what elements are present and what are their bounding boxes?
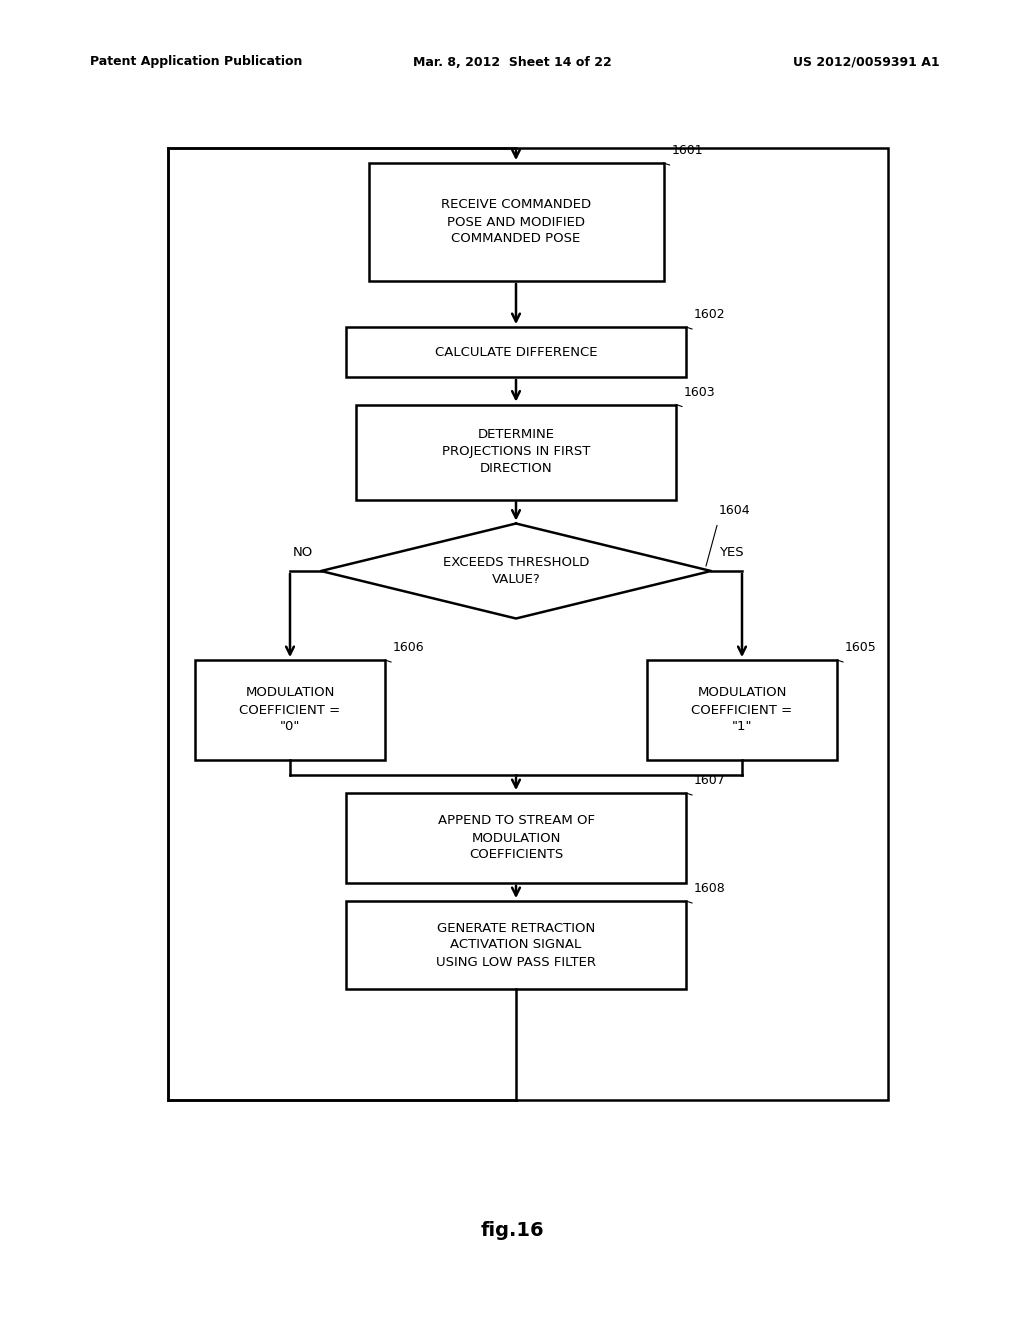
Text: 1601: 1601 [672, 144, 703, 157]
Text: Mar. 8, 2012  Sheet 14 of 22: Mar. 8, 2012 Sheet 14 of 22 [413, 55, 611, 69]
Text: US 2012/0059391 A1: US 2012/0059391 A1 [794, 55, 940, 69]
Text: MODULATION
COEFFICIENT =
"0": MODULATION COEFFICIENT = "0" [240, 686, 341, 734]
Text: 1603: 1603 [684, 385, 716, 399]
Text: APPEND TO STREAM OF
MODULATION
COEFFICIENTS: APPEND TO STREAM OF MODULATION COEFFICIE… [437, 814, 595, 862]
Bar [369, 162, 664, 281]
Text: 1608: 1608 [694, 882, 726, 895]
Text: fig.16: fig.16 [480, 1221, 544, 1239]
Text: DETERMINE
PROJECTIONS IN FIRST
DIRECTION: DETERMINE PROJECTIONS IN FIRST DIRECTION [441, 429, 590, 475]
Text: 1605: 1605 [845, 642, 877, 653]
Text: Patent Application Publication: Patent Application Publication [90, 55, 302, 69]
Bar [346, 902, 686, 989]
Bar [195, 660, 385, 760]
Bar [346, 327, 686, 378]
Bar [168, 148, 888, 1100]
Bar [647, 660, 837, 760]
Text: 1602: 1602 [694, 308, 726, 321]
Text: YES: YES [719, 546, 743, 558]
Text: RECEIVE COMMANDED
POSE AND MODIFIED
COMMANDED POSE: RECEIVE COMMANDED POSE AND MODIFIED COMM… [441, 198, 591, 246]
Text: CALCULATE DIFFERENCE: CALCULATE DIFFERENCE [435, 346, 597, 359]
Text: 1604: 1604 [719, 504, 751, 517]
Bar [346, 793, 686, 883]
Bar [356, 404, 676, 499]
Text: 1607: 1607 [694, 774, 726, 787]
Text: MODULATION
COEFFICIENT =
"1": MODULATION COEFFICIENT = "1" [691, 686, 793, 734]
Text: GENERATE RETRACTION
ACTIVATION SIGNAL
USING LOW PASS FILTER: GENERATE RETRACTION ACTIVATION SIGNAL US… [436, 921, 596, 969]
Text: EXCEEDS THRESHOLD
VALUE?: EXCEEDS THRESHOLD VALUE? [442, 556, 589, 586]
Text: 1606: 1606 [393, 642, 425, 653]
Text: NO: NO [293, 546, 313, 558]
